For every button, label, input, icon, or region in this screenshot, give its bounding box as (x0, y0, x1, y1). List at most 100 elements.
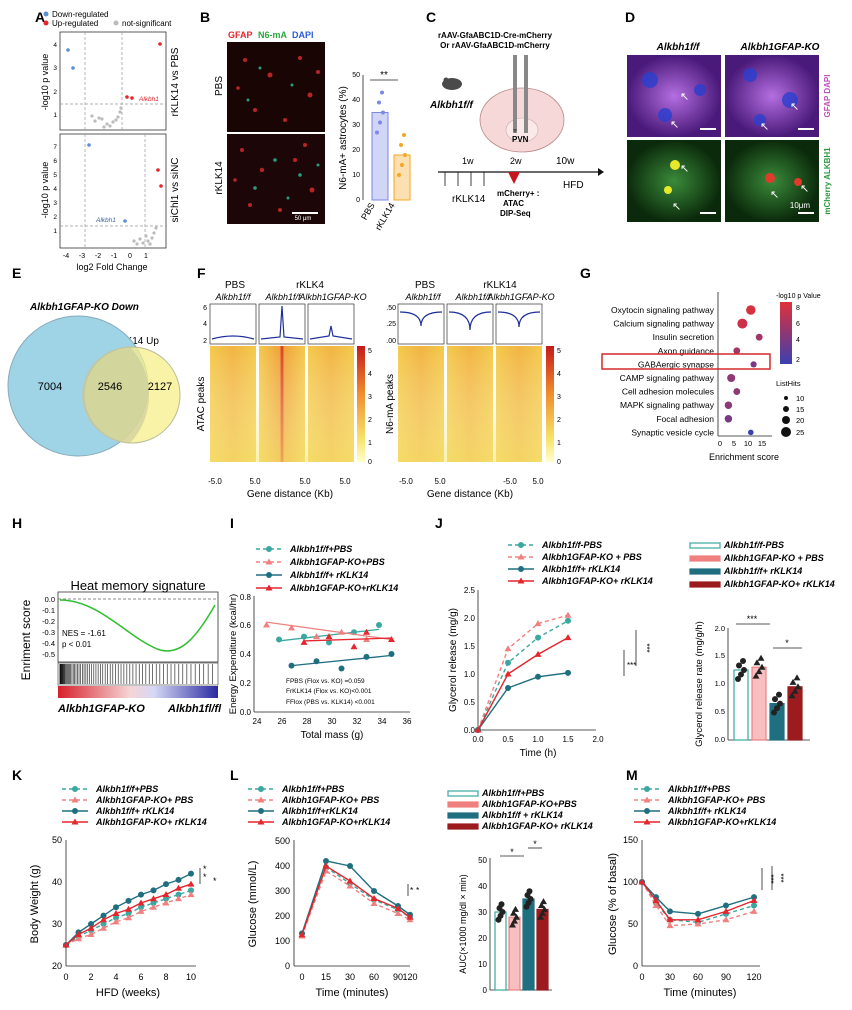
h-ytick: 0.0 (45, 595, 55, 604)
i-ytick: 0.2 (240, 679, 252, 688)
i-fit-line (303, 637, 392, 642)
k-point (150, 887, 157, 894)
l-series-line (301, 860, 411, 934)
c-out3: DIP-Seq (500, 209, 531, 218)
c-t3: 10w (556, 156, 575, 167)
l-xtick: 30 (345, 972, 355, 982)
k-point (162, 891, 170, 898)
m-ytick: 100 (623, 877, 638, 887)
g-term-label: GABAergic synapse (638, 359, 714, 369)
g-xtick: 5 (732, 439, 736, 448)
g-xtick: 0 (718, 439, 722, 448)
l-bar-point (537, 913, 544, 920)
a-ylabel-bottom: -log10 p value (40, 162, 50, 219)
panel-letter-j: J (435, 515, 443, 531)
k-point (175, 884, 182, 891)
m-point (722, 907, 730, 914)
f-sub: Alkbh1f/f (214, 292, 252, 302)
b-point (377, 100, 381, 105)
k-point (175, 876, 182, 883)
i-point (300, 638, 308, 645)
b-bar (371, 112, 389, 201)
g-sizetick: 25 (796, 428, 804, 437)
f-ylabel-left: ATAC peaks (196, 377, 207, 432)
a-xtick: -3 (79, 253, 85, 260)
f-cbtick: 3 (368, 394, 372, 401)
k-ytick: 20 (52, 961, 62, 971)
f-xtick: 5.0 (299, 477, 311, 486)
m-point (652, 896, 660, 903)
k-point (188, 887, 194, 894)
a-ytick: 3 (53, 65, 57, 72)
g-dot (746, 305, 756, 315)
a-ytick: 3 (53, 200, 57, 207)
j-point (534, 650, 542, 657)
l-legend-label: Alkbh1f/f+rKLK14 (281, 806, 358, 816)
b-point (402, 133, 406, 137)
panel-letter-a: A (35, 9, 45, 25)
m-legend-marker (644, 786, 650, 792)
f-cbtick: 3 (557, 394, 561, 401)
j-bar-point (794, 683, 802, 690)
l-bar-legend-swatch (447, 790, 479, 797)
i-xlabel: Total mass (g) (301, 730, 364, 741)
k-point (175, 895, 182, 902)
j-bar-ytick: 1.0 (715, 679, 725, 688)
j-xtick: 1.0 (532, 735, 544, 744)
j-legend-marker (518, 542, 524, 548)
l-bar-point (526, 888, 533, 895)
i-point (338, 628, 345, 635)
l-point (347, 863, 353, 869)
j-ytick: 0.0 (464, 726, 476, 735)
l-bar-ytick: 0 (483, 986, 488, 995)
k-point (100, 912, 107, 919)
g-dot (724, 415, 733, 423)
d-col1: Alkbh1f/f (656, 42, 701, 53)
e-label-left: Alkbh1GFAP-KO Down (29, 302, 139, 313)
d-side1: GFAP DAPI (823, 75, 832, 118)
m-sig: *** (766, 874, 775, 883)
i-xtick: 32 (353, 717, 362, 726)
j-bar-sig1: *** (747, 614, 758, 624)
a-ytick: 7 (53, 144, 57, 151)
m-ytick: 50 (628, 919, 638, 929)
j-sig: *** (627, 661, 636, 670)
f-xtick: -5.0 (208, 477, 222, 486)
f-cbtick: 5 (368, 348, 372, 355)
svg-text:↖: ↖ (800, 183, 809, 195)
l-bar-legend-swatch (447, 812, 479, 819)
g-cbtick: 6 (796, 321, 800, 328)
i-point (388, 651, 395, 657)
l-legend-label: Alkbh1f/f+PBS (281, 784, 344, 794)
m-xtick: 0 (639, 972, 644, 982)
g-dot (750, 361, 757, 368)
panel-h: Heat memory signature NES = -1.61 p < 0.… (19, 578, 222, 715)
j-bar-point (791, 687, 799, 694)
j-legend-label: Alkbh1f/f-PBS (541, 540, 602, 550)
i-fit-line (291, 654, 392, 667)
panel-f: PBS rKLK4 PBS rKLK14 Alkbh1f/f Alkbh1f/f… (196, 280, 561, 500)
f-profile (260, 305, 304, 340)
l-ylabel: Glucose (mmol/L) (247, 861, 259, 948)
j-series-line (477, 620, 569, 731)
j-bar-legend-label: Alkbh1GFAP-KO+ rKLK14 (723, 579, 835, 589)
k-point (100, 916, 107, 923)
k-legend-marker (71, 796, 79, 803)
k-ytick: 30 (52, 919, 62, 929)
k-xlabel: HFD (weeks) (96, 987, 160, 999)
m-point (695, 910, 701, 917)
m-point (666, 916, 674, 923)
f-xtick: 5.0 (249, 477, 261, 486)
k-point (138, 904, 144, 911)
b-image-pbs (227, 42, 325, 132)
d-img-ff-gfap (627, 55, 721, 137)
svg-text:↖: ↖ (680, 163, 689, 175)
svg-text:↖: ↖ (770, 189, 779, 201)
k-legend-label: Alkbh1GFAP-KO+ rKLK14 (95, 817, 207, 827)
j-bar-point (757, 654, 765, 661)
panel-letter-l: L (230, 767, 239, 783)
l-point (346, 882, 354, 889)
